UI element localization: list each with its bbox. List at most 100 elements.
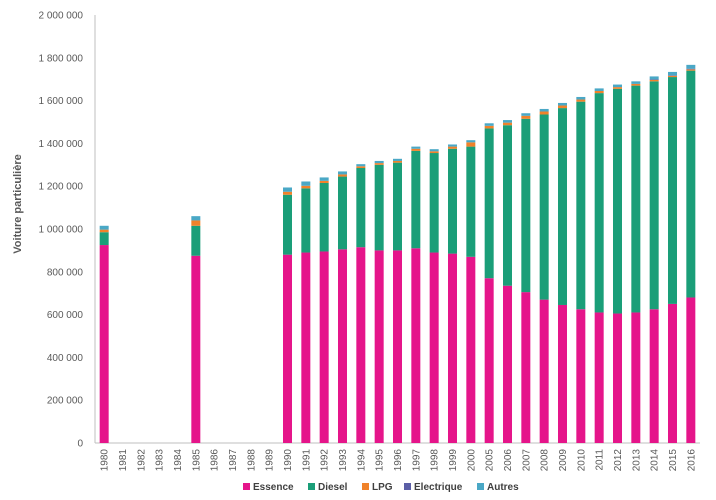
bar-segment-essence: [484, 278, 494, 443]
x-tick-label: 1996: [393, 449, 404, 472]
bar-segment-autres: [429, 149, 439, 152]
x-tick-label: 1982: [136, 449, 147, 472]
bar-segment-lpg: [99, 229, 109, 233]
bar-segment-autres: [356, 164, 366, 167]
x-tick-label: 1993: [338, 449, 349, 472]
bar-segment-lpg: [668, 75, 677, 78]
bar-segment-autres: [521, 113, 531, 116]
legend-swatch-essence: [243, 483, 250, 490]
bar-segment-essence: [319, 251, 329, 443]
bar-segment-lpg: [283, 191, 292, 195]
bar-segment-essence: [576, 309, 586, 443]
bar-segment-essence: [338, 249, 347, 443]
bar-segment-autres: [338, 171, 347, 175]
x-tick-label: 2006: [503, 449, 514, 472]
x-tick-label: 1985: [191, 449, 202, 472]
bar-segment-lpg: [484, 125, 494, 129]
x-tick-label: 2012: [613, 449, 624, 472]
bar-segment-diesel: [338, 176, 347, 250]
x-tick-label: 2014: [650, 449, 661, 472]
y-axis-ticks: 0 200 000 400 000 600 000 800 000 1 000 000 1 …: [39, 11, 84, 450]
x-tick-label: 2008: [540, 449, 551, 472]
bar-segment-lpg: [521, 115, 531, 119]
bar-segment-essence: [594, 312, 604, 443]
y-tick-label: 200 000: [47, 396, 84, 407]
bar-segment-essence: [356, 247, 366, 443]
bar-segment-essence: [429, 252, 439, 443]
bar-segment-lpg: [558, 105, 567, 109]
bar-segment-diesel: [503, 125, 512, 286]
x-tick-label: 2009: [558, 449, 569, 472]
bar-segment-autres: [539, 108, 549, 112]
x-tick-label: 1991: [301, 449, 312, 472]
bar-segment-autres: [411, 146, 421, 149]
bar-segment-diesel: [356, 168, 366, 248]
bar-segment-autres: [301, 181, 311, 186]
x-tick-label: 1987: [228, 449, 239, 472]
bar-segment-diesel: [576, 101, 586, 310]
bar-segment-diesel: [393, 162, 402, 251]
bar-segment-diesel: [649, 81, 659, 310]
x-tick-label: 1980: [100, 449, 111, 472]
bar-segment-lpg: [686, 69, 696, 71]
y-tick-label: 800 000: [47, 267, 84, 278]
bar-segment-autres: [631, 81, 641, 84]
bar-segment-autres: [668, 71, 677, 76]
x-tick-label: 2007: [521, 449, 532, 472]
bar-segment-autres: [613, 84, 622, 88]
bar-segment-autres: [448, 144, 457, 147]
x-tick-label: 1989: [265, 449, 276, 472]
bar-segment-lpg: [411, 148, 421, 151]
bar-segment-essence: [521, 292, 531, 443]
bar-segment-lpg: [356, 166, 366, 169]
bar-segment-diesel: [594, 93, 604, 313]
bar-segment-diesel: [283, 194, 292, 255]
bar-segment-autres: [594, 88, 604, 91]
x-tick-label: 2013: [631, 449, 642, 472]
bar-segment-lpg: [319, 180, 329, 183]
bar-segment-essence: [558, 304, 567, 443]
x-tick-label: 2015: [668, 449, 679, 472]
bar-segment-essence: [686, 297, 696, 443]
bar-segment-autres: [466, 140, 476, 143]
x-tick-label: 1983: [155, 449, 166, 472]
bar-segment-essence: [411, 248, 421, 443]
bar-segment-essence: [393, 250, 402, 443]
bar-segment-diesel: [319, 182, 329, 252]
y-tick-label: 1 200 000: [39, 182, 84, 193]
bar-segment-autres: [686, 64, 696, 69]
bar-segment-electrique: [649, 79, 659, 80]
bar-segment-diesel: [448, 148, 457, 254]
bar-segment-diesel: [411, 150, 421, 249]
x-tick-label: 1981: [118, 449, 129, 472]
bar-segment-diesel: [631, 85, 641, 313]
x-tick-label: 1984: [173, 449, 184, 472]
bar-segment-diesel: [301, 188, 311, 253]
y-tick-label: 1 800 000: [39, 53, 84, 64]
bar-segment-essence: [191, 255, 201, 443]
bar-segment-essence: [283, 254, 292, 443]
legend: Essence Diesel LPG Electrique Autres: [243, 482, 519, 493]
x-tick-label: 2016: [686, 449, 697, 472]
bar-segment-lpg: [613, 87, 622, 89]
x-axis-ticks: 1980 1981 1982 1983 1984 1985 1986 1987 1988 1989…: [100, 449, 698, 472]
bar-segment-diesel: [668, 77, 677, 304]
legend-label-essence: Essence: [253, 482, 294, 493]
bar-segment-diesel: [99, 232, 109, 246]
bar-segment-autres: [576, 96, 586, 100]
bar-segment-electrique: [668, 75, 677, 76]
y-tick-label: 1 400 000: [39, 139, 84, 150]
bar-segment-diesel: [484, 128, 494, 279]
legend-swatch-electrique: [404, 483, 411, 490]
legend-label-electrique: Electrique: [414, 482, 463, 493]
bar-segment-autres: [319, 177, 329, 181]
x-tick-label: 1988: [246, 449, 257, 472]
bar-segment-autres: [374, 160, 384, 164]
bar-segment-diesel: [686, 70, 696, 298]
bar-segment-essence: [466, 256, 476, 443]
bar-segment-essence: [631, 312, 641, 443]
x-tick-label: 1997: [411, 449, 422, 472]
bar-segment-diesel: [191, 225, 201, 256]
bar-segment-essence: [539, 299, 549, 443]
